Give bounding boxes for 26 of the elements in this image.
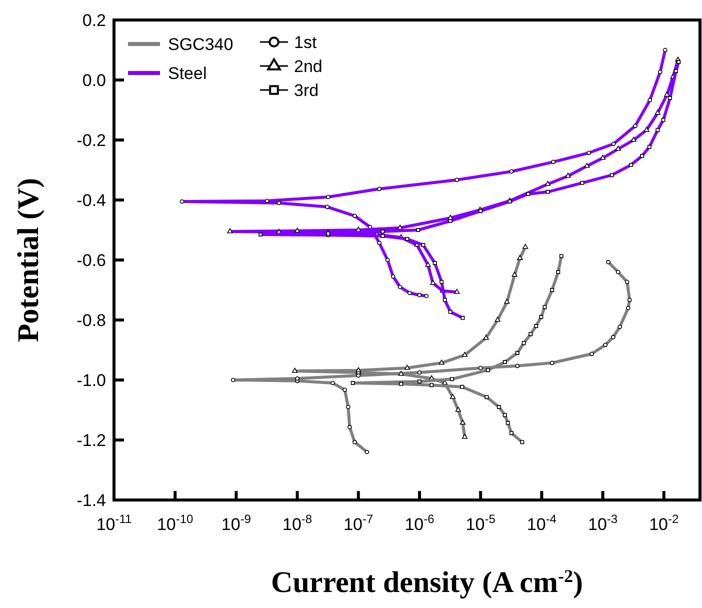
y-tick-label: -0.4 — [76, 190, 106, 210]
x-tick-label: 10$^{-11}$ — [96, 512, 132, 534]
annotation: 2nd — [294, 56, 322, 76]
x-tick-label: 10$^{-8}$ — [282, 512, 312, 534]
x-tick-label: 10$^{-7}$ — [344, 512, 374, 534]
x-tick-label: 10$^{-6}$ — [404, 512, 435, 534]
y-axis-title: Potential (V) — [12, 178, 45, 342]
x-tick-label: 10$^{-4}$ — [526, 512, 557, 534]
x-tick-label: 10$^{-5}$ — [466, 512, 496, 534]
legend-label: Steel — [168, 64, 207, 83]
legend-label: SGC340 — [168, 34, 234, 54]
y-tick-label: 0.2 — [82, 10, 106, 30]
annotation: 3rd — [294, 80, 319, 100]
annotation: 1st — [294, 32, 317, 52]
y-tick-label: 0.0 — [82, 70, 106, 90]
y-tick-label: -1.0 — [76, 370, 106, 390]
y-tick-label: -0.2 — [76, 130, 106, 150]
y-tick-label: -1.2 — [76, 430, 106, 450]
x-tick-label: 10$^{-3}$ — [588, 512, 618, 534]
x-axis-title: Current density (A cm$^{-2}$) — [271, 566, 583, 599]
y-tick-label: -0.6 — [76, 250, 106, 270]
x-tick-label: 10$^{-2}$ — [649, 512, 680, 534]
y-tick-label: -0.8 — [76, 310, 106, 330]
x-tick-label: 10$^{-10}$ — [156, 512, 194, 534]
x-tick-label: 10$^{-9}$ — [221, 512, 252, 534]
y-tick-label: -1.4 — [76, 490, 106, 510]
